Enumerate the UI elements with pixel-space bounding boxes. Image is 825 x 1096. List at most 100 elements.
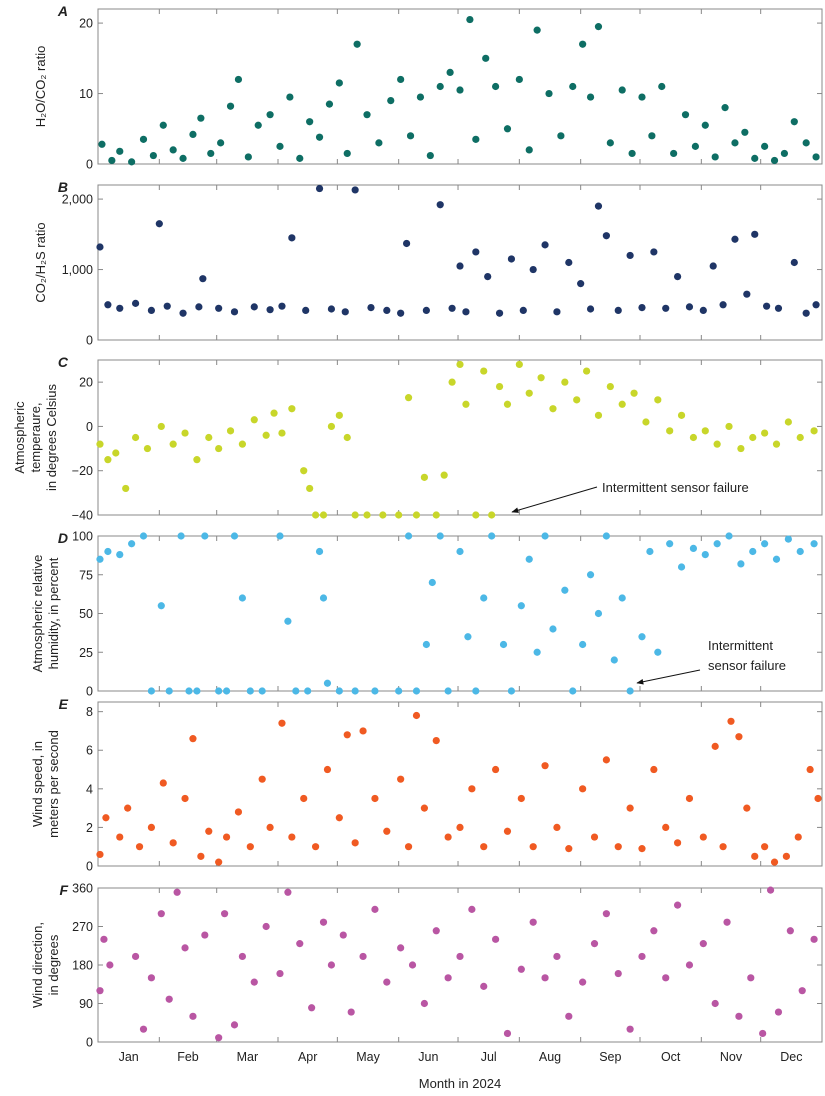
data-point [517,965,525,973]
data-point [383,306,391,315]
data-point [222,833,231,841]
data-point [363,511,371,519]
data-point [673,901,682,909]
data-point [221,910,229,918]
data-point [319,594,328,602]
data-point [288,234,296,242]
y-tick-label: 8 [86,705,93,719]
y-tick-label: 0 [86,334,93,348]
data-point [193,687,201,695]
data-point [761,429,769,437]
data-point [456,262,464,270]
data-point [654,396,662,404]
y-tick-label: 25 [79,646,93,660]
data-point [761,843,769,851]
data-point [444,974,452,982]
data-point [343,731,351,739]
data-point [308,1004,316,1012]
data-point [626,687,634,695]
data-point [503,125,512,133]
data-point [472,511,480,519]
data-point [197,114,205,122]
data-point [774,304,783,312]
data-point [468,785,476,793]
data-point [278,719,286,727]
data-point [751,230,759,238]
data-point [157,422,165,431]
data-point [594,609,603,618]
data-point [157,602,165,610]
data-point [395,687,403,695]
data-point [626,804,634,812]
data-point [689,433,698,442]
data-point [432,927,440,935]
data-point [766,886,775,894]
data-point [300,467,308,475]
data-point [284,617,292,625]
month-label: Jul [481,1050,497,1064]
points [96,184,820,317]
y-axis-label: CO₂/H₂S ratio [33,222,48,302]
data-point [319,511,328,519]
y-axis-label: H₂O/CO₂ ratio [33,46,48,128]
data-point [128,158,136,166]
data-point [796,547,804,556]
data-point [408,961,417,969]
plot-frame [97,359,823,516]
data-point [749,547,757,556]
data-point [685,303,694,311]
data-point [577,280,585,288]
data-point [189,130,197,139]
data-point [701,121,709,129]
data-point [638,952,646,961]
annotation-text: Intermittent sensor failure [708,638,786,673]
y-tick-label: 270 [72,920,93,934]
data-point [685,794,694,803]
data-point [335,814,343,822]
data-point [304,687,312,695]
y-tick-label: 360 [72,882,93,896]
data-point [503,1029,512,1038]
data-point [480,367,488,375]
data-point [602,232,610,240]
data-point [673,272,682,281]
data-point [315,547,324,556]
data-point [790,118,798,126]
data-point [761,142,769,150]
data-point [444,833,452,841]
data-point [359,952,367,961]
data-point [440,471,448,479]
data-point [525,146,533,154]
data-point [699,306,707,315]
data-point [721,104,729,112]
data-point [751,852,759,860]
data-point [662,974,670,982]
data-point [244,153,252,161]
data-point [541,762,549,770]
data-point [266,111,274,119]
month-label: Jan [119,1050,139,1064]
data-point [341,308,349,316]
data-point [737,560,745,568]
data-point [327,305,336,313]
data-point [159,121,167,129]
data-point [383,827,391,835]
data-point [689,544,698,553]
data-point [193,456,201,464]
data-point [351,511,359,519]
data-point [499,640,508,649]
data-point [650,765,658,774]
data-point [420,804,428,812]
data-point [638,93,646,101]
data-point [383,978,391,986]
data-point [296,940,304,948]
data-point [100,935,108,943]
data-point [311,511,320,519]
data-point [618,400,626,408]
x-axis-label: Month in 2024 [419,1076,501,1091]
data-point [802,139,810,147]
points [96,711,822,866]
data-point [691,142,699,150]
plot-frame [97,887,823,1043]
data-point [638,845,646,853]
